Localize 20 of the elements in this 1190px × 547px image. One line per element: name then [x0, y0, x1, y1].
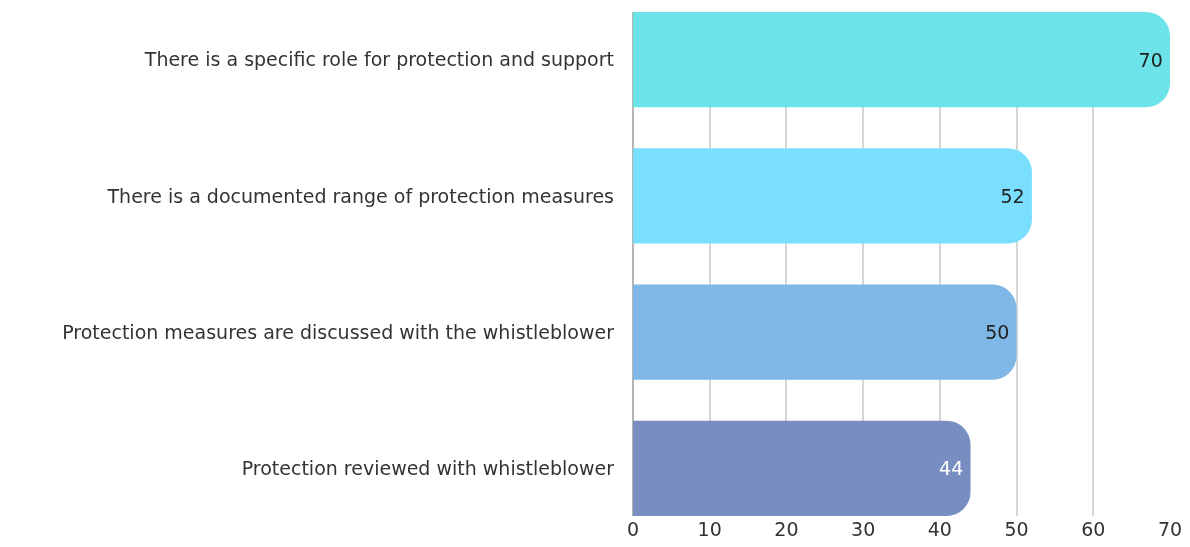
x-tick-label: 40: [927, 518, 952, 540]
y-tick-label: Protection measures are discussed with the whistleblower: [62, 320, 615, 343]
x-tick-label: 30: [851, 518, 876, 540]
data-label: 52: [1000, 184, 1025, 207]
x-tick-label: 70: [1157, 518, 1183, 540]
x-tick-label: 60: [1081, 518, 1106, 540]
x-tick-label: 10: [697, 518, 722, 540]
data-label: 50: [985, 321, 1010, 344]
x-tick-label: 0: [626, 518, 640, 540]
x-tick-label: 50: [1004, 518, 1029, 540]
y-tick-label: Protection reviewed with whistleblower: [241, 456, 615, 479]
bar: [633, 148, 1032, 244]
bar: [633, 12, 1170, 108]
x-tick-label: 20: [774, 518, 799, 540]
data-label: 70: [1138, 48, 1163, 71]
bar: [633, 284, 1017, 380]
y-tick-label: There is a specific role for protection and support: [143, 48, 614, 71]
bar: [633, 420, 971, 516]
y-tick-label: There is a documented range of protection measures: [106, 184, 614, 207]
data-label: 44: [939, 457, 964, 480]
